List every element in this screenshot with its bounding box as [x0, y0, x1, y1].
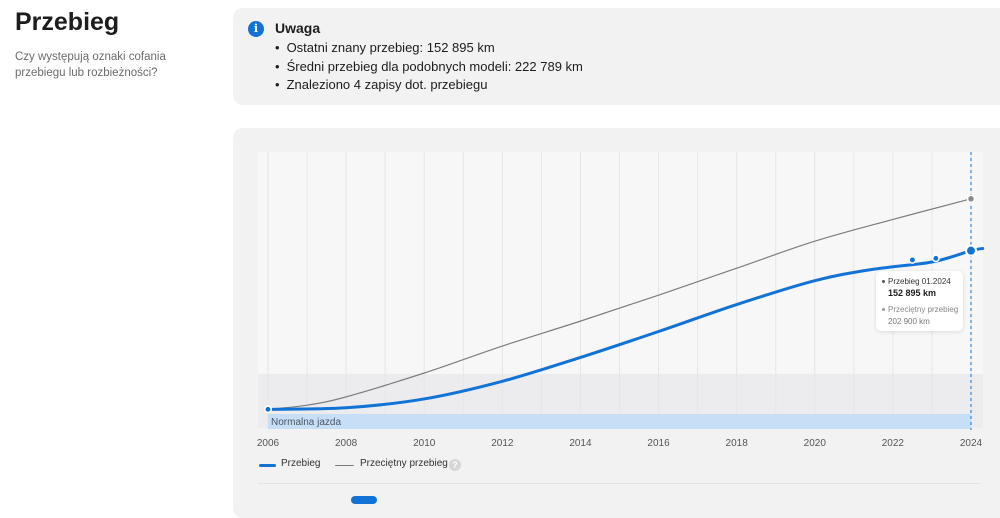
notice-item: Ostatni znany przebieg: 152 895 km	[275, 39, 583, 58]
x-tick-label: 2016	[647, 438, 670, 449]
tooltip-avg-label: Przeciętny przebieg	[888, 305, 959, 314]
notice-item: Średni przebieg dla podobnych modeli: 22…	[275, 58, 583, 77]
notice-heading: Uwaga	[275, 20, 321, 36]
legend-label-average: Przeciętny przebieg	[360, 458, 448, 469]
toggle-control[interactable]	[351, 496, 377, 504]
normal-driving-band	[268, 414, 971, 429]
notice-item: Znaleziono 4 zapisy dot. przebiegu	[275, 76, 583, 95]
x-tick-label: 2006	[257, 438, 280, 449]
tooltip-avg-value: 202 900 km	[888, 317, 930, 326]
x-tick-label: 2018	[726, 438, 749, 449]
mileage-chart: Normalna jazda 2006 2008 2010 2012 2014 2016 20…	[257, 152, 985, 449]
x-tick-label: 2012	[491, 438, 514, 449]
tooltip-dot	[882, 280, 885, 284]
band-label: Normalna jazda	[271, 417, 341, 428]
current-record-point	[965, 244, 977, 257]
tooltip-label: Przebieg 01.2024	[888, 277, 951, 286]
x-tick-label: 2022	[882, 438, 905, 449]
record-point	[908, 255, 917, 264]
x-tick-label: 2020	[804, 438, 827, 449]
legend-label-mileage: Przebieg	[281, 458, 321, 469]
notice-list: Ostatni znany przebieg: 152 895 km Średn…	[275, 39, 583, 95]
mileage-line	[266, 246, 985, 411]
divider	[258, 483, 980, 484]
tooltip-value: 152 895 km	[888, 288, 937, 298]
info-icon: i	[248, 21, 264, 37]
tooltip-avg-dot	[882, 308, 885, 312]
legend-swatch-average	[335, 465, 354, 466]
page-title: Przebieg	[15, 8, 120, 36]
average-mileage-line	[267, 198, 972, 410]
record-point	[264, 405, 272, 414]
question-icon[interactable]: ?	[449, 459, 461, 471]
x-tick-label: 2014	[569, 438, 592, 449]
page-subtitle: Czy występują oznaki cofania przebiegu l…	[15, 51, 166, 79]
notice-box: i Uwaga Ostatni znany przebieg: 152 895 …	[233, 8, 1000, 105]
x-tick-label: 2010	[413, 438, 436, 449]
legend-swatch-mileage	[259, 464, 276, 467]
chart-tooltip: Przebieg 01.2024 152 895 km Przeciętny p…	[876, 271, 963, 331]
x-tick-label: 2024	[960, 438, 983, 449]
record-point	[931, 254, 940, 263]
average-end-point	[966, 194, 976, 204]
x-tick-label: 2008	[335, 438, 358, 449]
